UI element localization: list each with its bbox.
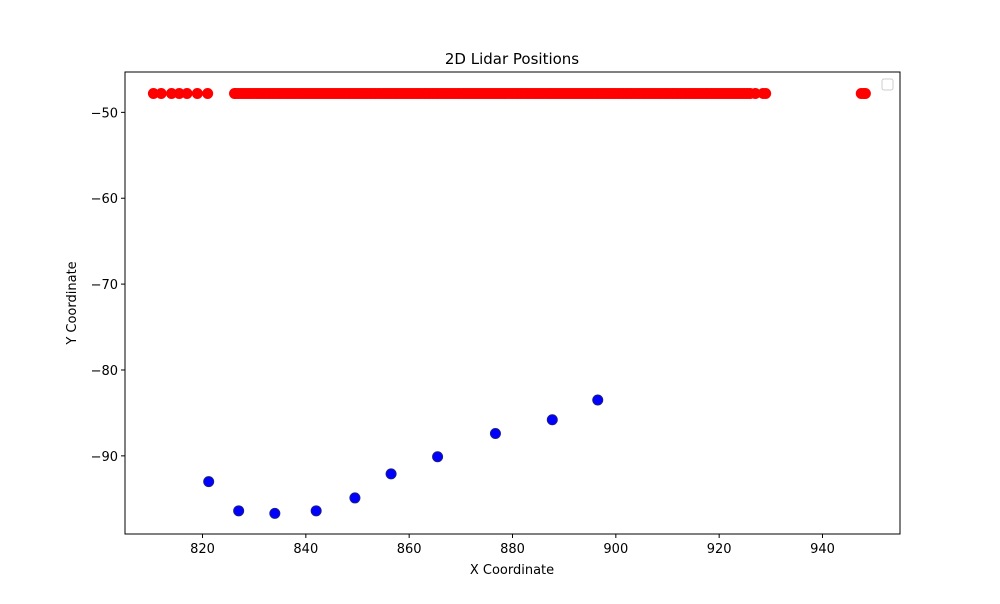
red-point	[191, 87, 203, 99]
y-tick-label: −90	[91, 450, 118, 465]
blue-point	[310, 505, 322, 517]
red-point	[202, 87, 214, 99]
blue-point	[269, 507, 281, 519]
x-tick-label: 920	[707, 542, 732, 557]
red-point	[229, 87, 241, 99]
y-tick-label: −50	[91, 106, 118, 121]
red-point	[760, 87, 772, 99]
blue-point	[233, 505, 245, 517]
x-tick-label: 880	[500, 542, 525, 557]
blue-point	[592, 394, 604, 406]
blue-point	[489, 428, 501, 440]
blue-point	[385, 468, 397, 480]
legend-box[interactable]	[881, 78, 894, 91]
points-layer	[147, 87, 871, 519]
y-tick-label: −80	[91, 364, 118, 379]
y-tick-label: −70	[91, 278, 118, 293]
red-point	[181, 87, 193, 99]
y-tick-label: −60	[91, 192, 118, 207]
x-tick-label: 860	[397, 542, 422, 557]
x-axis-label: X Coordinate	[470, 563, 554, 578]
blue-point	[432, 451, 444, 463]
blue-point	[349, 492, 361, 504]
blue-point	[546, 414, 558, 426]
y-axis-label: Y Coordinate	[65, 261, 80, 345]
blue-point	[203, 476, 215, 488]
chart-title: 2D Lidar Positions	[445, 50, 579, 68]
red-point	[155, 87, 167, 99]
x-tick-label: 840	[293, 542, 318, 557]
y-axis-ticks: −50 −60 −70 −80 −90	[91, 106, 125, 465]
x-tick-label: 900	[603, 542, 628, 557]
x-axis-ticks: 820 840 860 880 900 920 940	[190, 534, 835, 557]
red-point	[859, 87, 871, 99]
x-tick-label: 940	[810, 542, 835, 557]
x-tick-label: 820	[190, 542, 215, 557]
